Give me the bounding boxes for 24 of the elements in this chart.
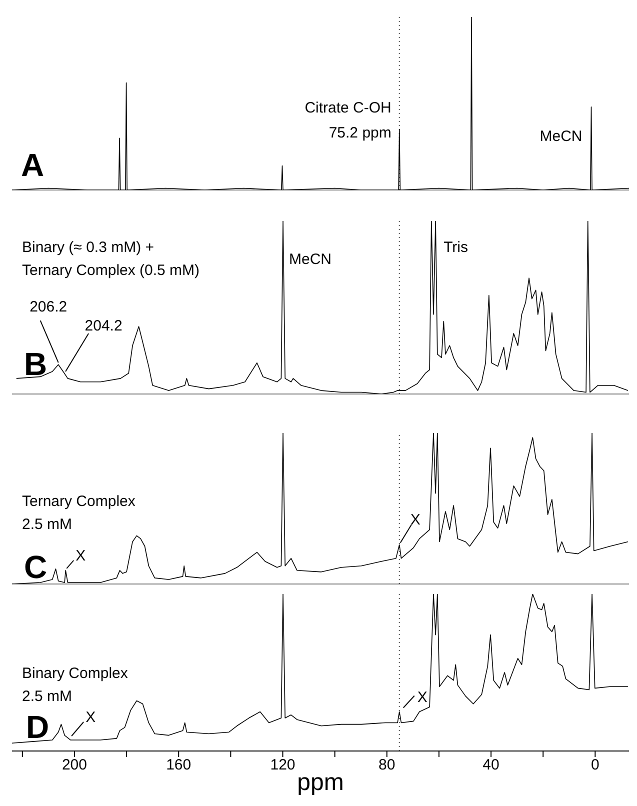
x-tick-label: 120: [270, 756, 296, 774]
x-tick-label: 200: [62, 756, 87, 774]
annotation: X: [410, 512, 420, 529]
text: Ternary Complex 2.5 mM: [22, 493, 136, 533]
x-axis-title: ppm: [297, 769, 344, 796]
x-tick-label: 0: [590, 756, 600, 774]
annotation: X: [76, 547, 86, 564]
text: C: [24, 549, 48, 585]
annotation: MeCN: [289, 251, 332, 268]
x-tick-label: 40: [482, 756, 500, 774]
annotation: 206.2: [30, 298, 68, 316]
x-tick-label: 80: [378, 756, 396, 774]
annotation: Citrate C-OH 75.2 ppm: [304, 99, 392, 142]
annotation: Tris: [444, 239, 468, 256]
text: B: [24, 346, 48, 382]
text: Binary Complex 2.5 mM: [22, 665, 128, 705]
text: D: [26, 709, 50, 745]
text: Binary (≈ 0.3 mM) + Ternary Complex (0.5 mM): [22, 239, 200, 279]
annotation: X: [86, 709, 96, 726]
annotation: MeCN: [540, 128, 582, 145]
annotation: 204.2: [84, 318, 122, 335]
annotation: X: [417, 688, 428, 706]
text: A: [21, 147, 44, 183]
x-tick-label: 160: [166, 756, 192, 774]
